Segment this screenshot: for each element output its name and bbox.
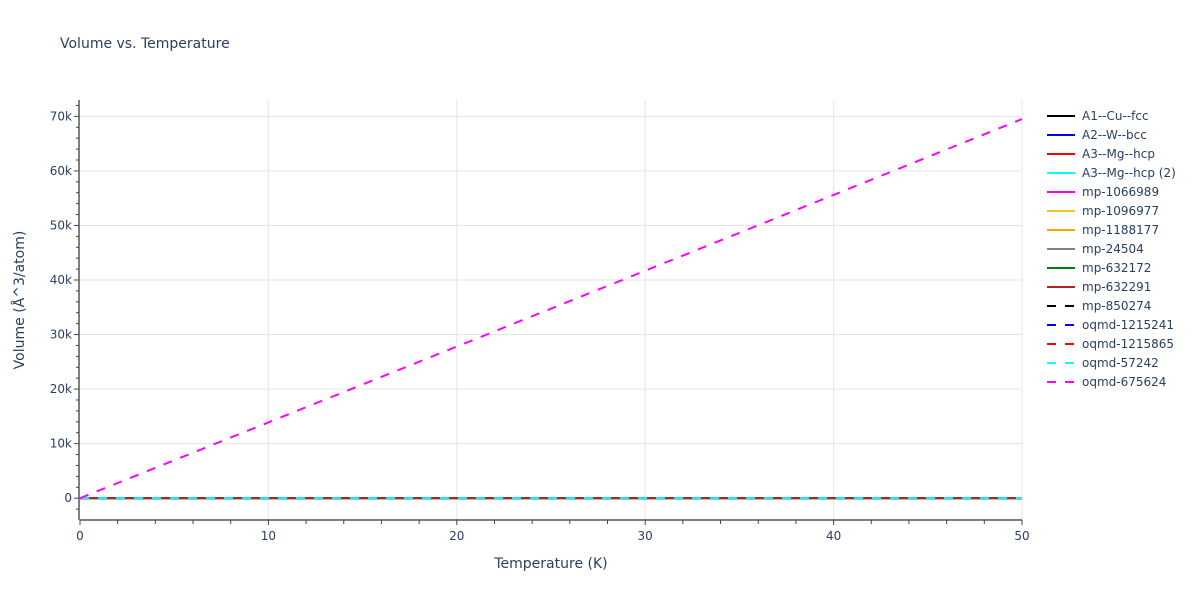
legend-swatch-icon [1047,152,1075,155]
legend-swatch-icon [1047,285,1075,288]
legend-swatch-icon [1047,304,1075,307]
legend-label: mp-1188177 [1082,222,1160,237]
legend-item[interactable]: mp-850274 [1046,296,1176,315]
legend-swatch-icon [1047,380,1075,383]
legend-item[interactable]: mp-632291 [1046,277,1176,296]
legend-item[interactable]: oqmd-675624 [1046,372,1176,391]
legend-item[interactable]: oqmd-1215241 [1046,315,1176,334]
legend-label: oqmd-57242 [1082,355,1159,370]
legend-label: oqmd-675624 [1082,374,1167,389]
y-tick-label: 10k [50,437,72,451]
legend-label: A2--W--bcc [1082,127,1147,142]
legend-label: oqmd-1215241 [1082,317,1175,332]
legend-swatch-icon [1047,114,1075,117]
chart-title: Volume vs. Temperature [60,36,230,52]
legend-label: A3--Mg--hcp (2) [1082,165,1176,180]
y-tick-label: 40k [50,273,72,287]
legend-item[interactable]: mp-1188177 [1046,220,1176,239]
legend-item[interactable]: A3--Mg--hcp [1046,144,1176,163]
y-tick-label: 30k [50,328,72,342]
y-tick-label: 50k [50,218,72,232]
legend-swatch-icon [1047,171,1075,174]
legend-item[interactable]: A1--Cu--fcc [1046,106,1176,125]
legend-label: mp-1096977 [1082,203,1160,218]
y-axis-title: Volume (Å^3/atom) [11,231,28,370]
legend-item[interactable]: A2--W--bcc [1046,125,1176,144]
legend: A1--Cu--fcc A2--W--bcc A3--Mg--hcp A3--Mg--… [1046,106,1176,391]
legend-swatch-icon [1047,190,1075,193]
x-tick-label: 40 [826,529,841,543]
y-tick-label: 0 [64,491,72,505]
legend-label: mp-1066989 [1082,184,1160,199]
legend-swatch-icon [1047,133,1075,136]
legend-label: mp-632172 [1082,260,1152,275]
legend-label: mp-632291 [1082,279,1152,294]
legend-item[interactable]: mp-1096977 [1046,201,1176,220]
legend-item[interactable]: mp-1066989 [1046,182,1176,201]
legend-swatch-icon [1047,228,1075,231]
x-tick-label: 10 [261,529,276,543]
x-tick-label: 20 [449,529,464,543]
legend-item[interactable]: mp-632172 [1046,258,1176,277]
legend-label: oqmd-1215865 [1082,336,1175,351]
legend-swatch-icon [1047,247,1075,250]
y-tick-label: 20k [50,382,72,396]
legend-item[interactable]: A3--Mg--hcp (2) [1046,163,1176,182]
y-tick-label: 60k [50,164,72,178]
legend-item[interactable]: mp-24504 [1046,239,1176,258]
legend-swatch-icon [1047,342,1075,345]
legend-swatch-icon [1047,266,1075,269]
x-tick-label: 50 [1014,529,1029,543]
series-line [79,118,1023,500]
legend-label: mp-24504 [1082,241,1144,256]
y-tick-label: 70k [50,109,72,123]
legend-swatch-icon [1047,323,1075,326]
legend-swatch-icon [1047,209,1075,212]
legend-label: A3--Mg--hcp [1082,146,1155,161]
x-tick-label: 0 [76,529,84,543]
legend-item[interactable]: oqmd-1215865 [1046,334,1176,353]
x-tick-label: 30 [638,529,653,543]
legend-label: mp-850274 [1082,298,1152,313]
legend-item[interactable]: oqmd-57242 [1046,353,1176,372]
legend-swatch-icon [1047,361,1075,364]
x-axis-title: Temperature (K) [493,556,607,572]
legend-label: A1--Cu--fcc [1082,108,1149,123]
